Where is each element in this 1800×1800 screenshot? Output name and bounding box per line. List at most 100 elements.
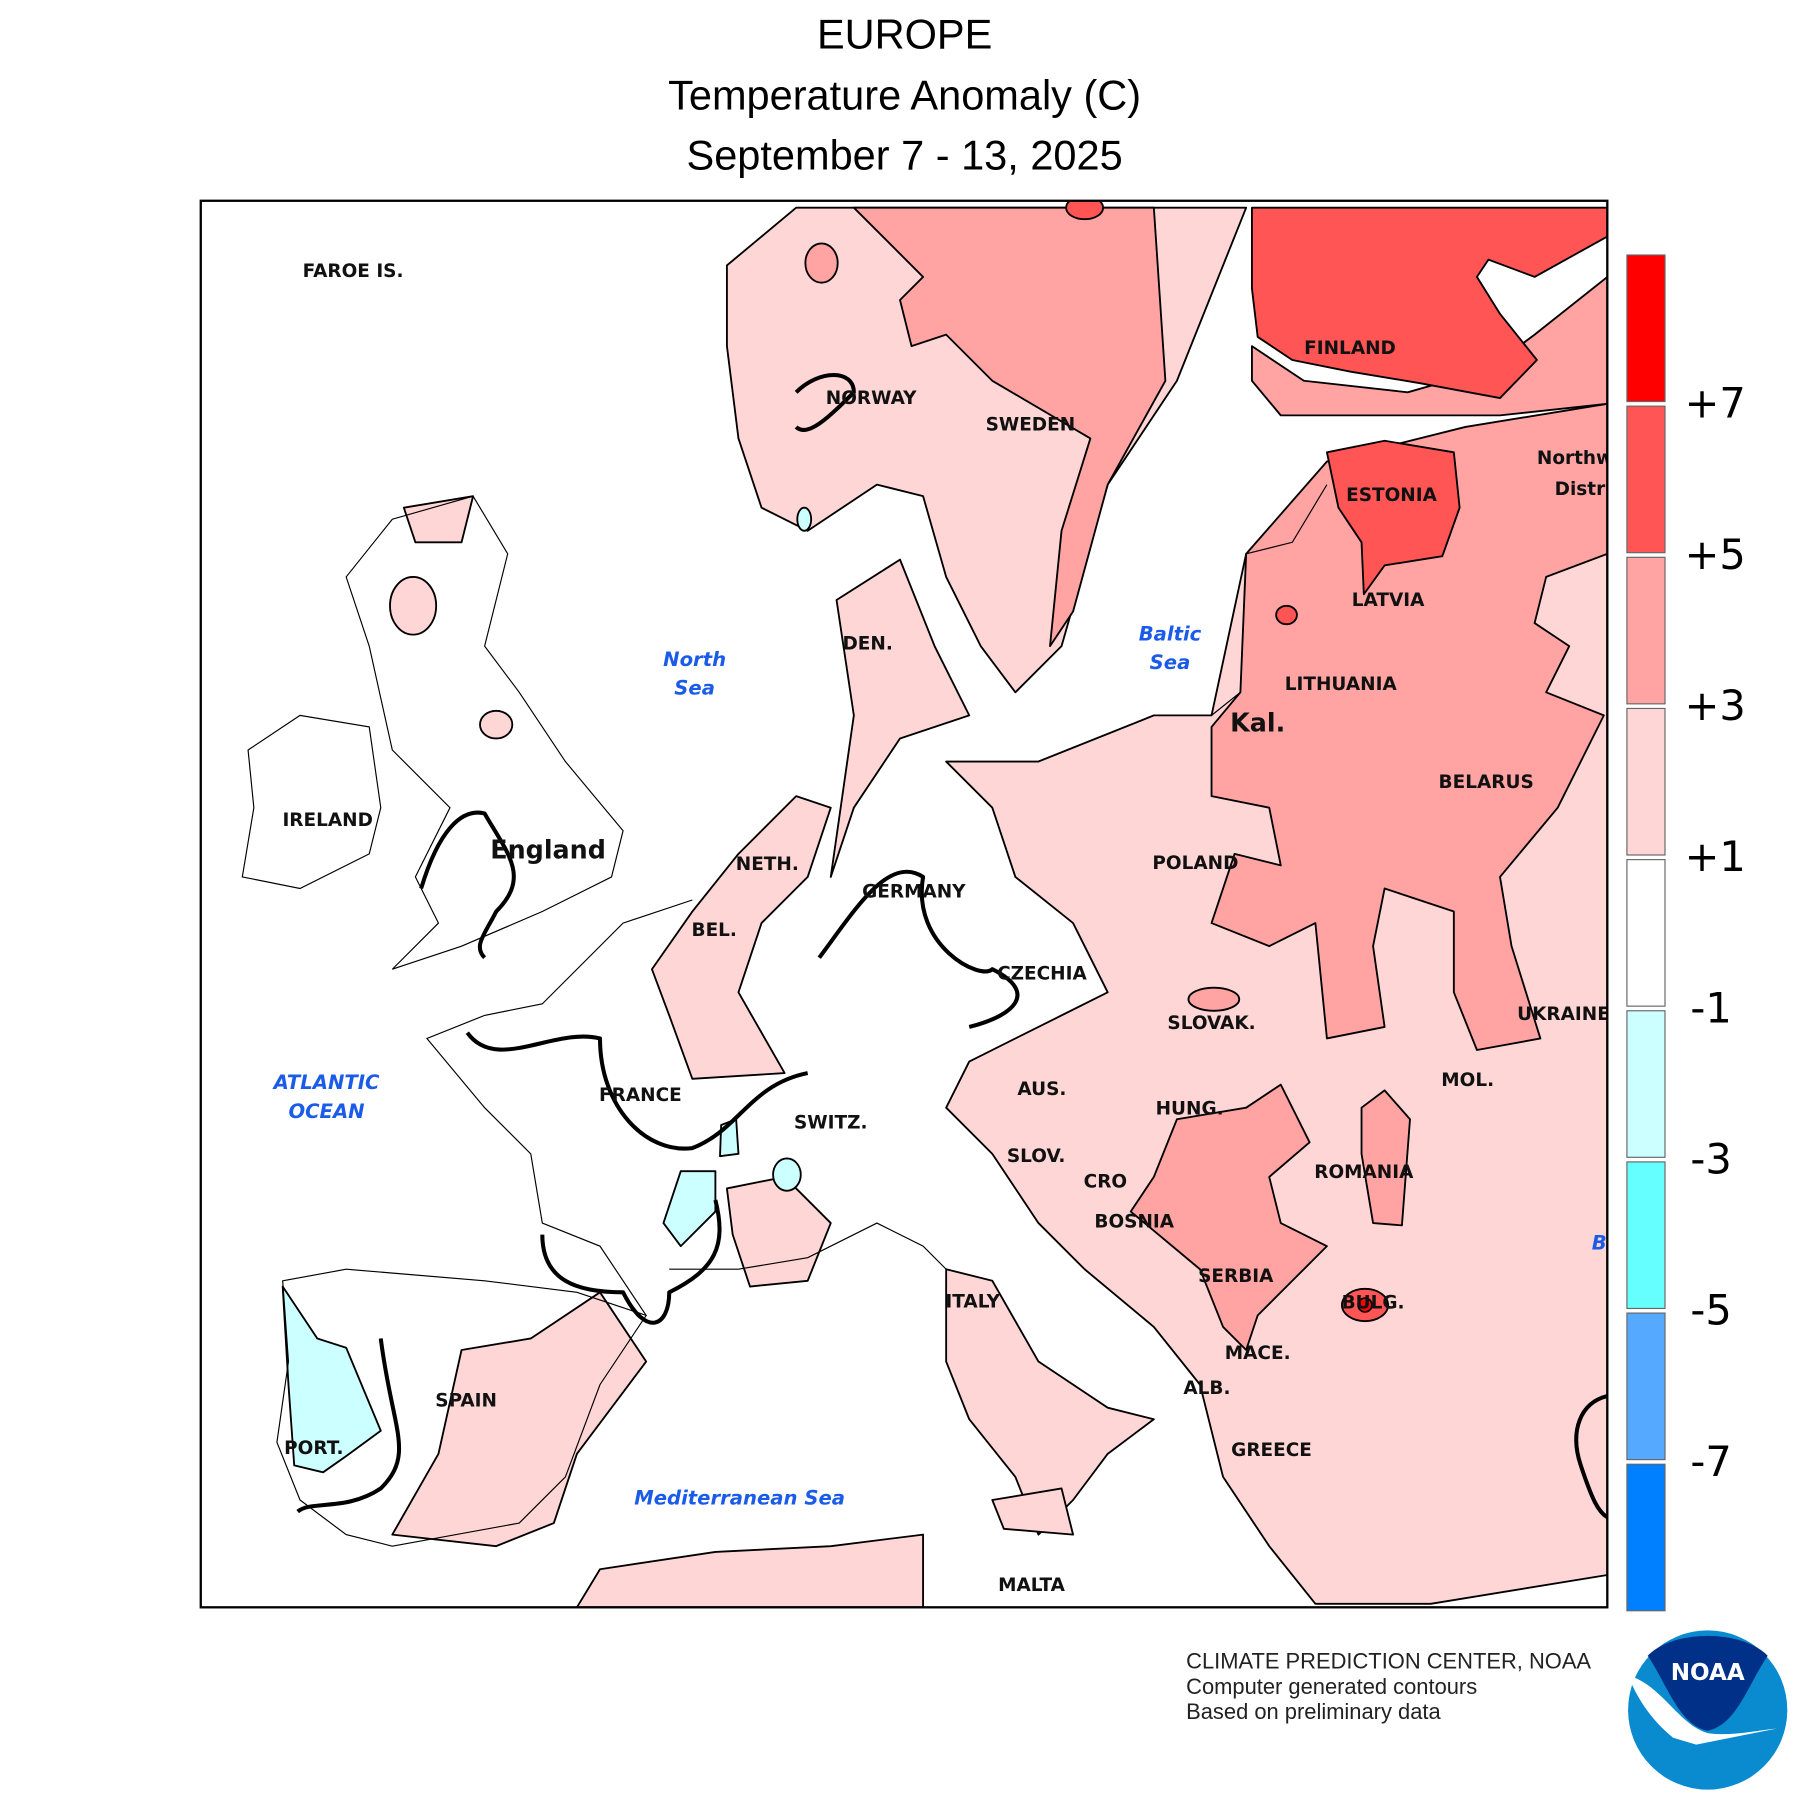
map-subtitle: Temperature Anomaly (C) — [668, 72, 1141, 119]
map-label-bel: BEL. — [692, 920, 737, 941]
slovakia-medium-spot — [1187, 986, 1241, 1012]
map-label-north: North — [663, 648, 726, 671]
adriatic-coast — [991, 1153, 1224, 1478]
finland-north-dark-spot — [1065, 200, 1104, 221]
credit-line-3: Based on preliminary data — [1186, 1699, 1441, 1724]
zero-contours — [296, 372, 1608, 1520]
map-label-hung: HUNG. — [1156, 1099, 1224, 1120]
med-coast — [669, 1222, 947, 1270]
benelux-france-pale-area — [651, 795, 832, 1080]
map-label-cro: CRO — [1084, 1171, 1127, 1192]
legend-tick-label: +7 — [1685, 379, 1746, 428]
noaa-logo-text: NOAA — [1671, 1660, 1745, 1686]
map-label-latvia: LATVIA — [1352, 590, 1425, 611]
map-label-ocean: OCEAN — [289, 1100, 365, 1123]
map-label-slov: SLOV. — [1007, 1146, 1066, 1167]
sicily-pale-area — [991, 1487, 1074, 1536]
map-period: September 7 - 13, 2025 — [687, 132, 1123, 179]
germany-contour — [817, 869, 1020, 1029]
coastlines — [241, 484, 1328, 1547]
north-africa-pale-area — [575, 1533, 924, 1608]
map-label-malta: MALTA — [998, 1575, 1066, 1596]
credit-line-2: Computer generated contours — [1186, 1674, 1477, 1699]
map-label-france: FRANCE — [599, 1085, 682, 1106]
map-labels: FAROE IS. NORWAY SWEDEN FINLAND ESTONIA North… — [272, 261, 1613, 1596]
map-label-switz: SWITZ. — [794, 1112, 868, 1133]
legend-tick-label: -1 — [1690, 983, 1731, 1032]
estonia-dark-area — [1326, 439, 1461, 596]
map-label-mol: MOL. — [1441, 1070, 1494, 1091]
romania-medium-area — [1360, 1089, 1411, 1227]
legend-swatch — [1626, 1312, 1666, 1461]
spain-pale-area — [391, 1291, 648, 1548]
map-label-den: DEN. — [842, 634, 892, 655]
map-label-mace: MACE. — [1225, 1343, 1291, 1364]
map-label-baltic: Baltic — [1139, 622, 1202, 645]
map-label-romania: ROMANIA — [1314, 1162, 1414, 1183]
legend-swatch — [1626, 707, 1666, 856]
legend-swatch — [1626, 1463, 1666, 1612]
denmark-pale-area — [829, 558, 971, 878]
legend-swatch — [1626, 859, 1666, 1007]
map-label-england: England — [490, 834, 606, 864]
map-label-spain: SPAIN — [435, 1391, 497, 1412]
legend-tick-label: -3 — [1690, 1134, 1731, 1183]
england-contour — [419, 810, 516, 960]
legend-tick-label: +1 — [1685, 832, 1746, 881]
black-sea-contour — [1574, 1394, 1608, 1520]
map-label-norway: NORWAY — [826, 388, 917, 409]
legend-tick-label: +3 — [1685, 681, 1746, 730]
italy-pale-area — [945, 1268, 1155, 1536]
legend-tick-label: +5 — [1685, 530, 1746, 579]
map-label-distri: Distri — [1555, 479, 1612, 500]
map-label-sweden: SWEDEN — [986, 414, 1076, 435]
map-label-aus: AUS. — [1017, 1079, 1066, 1100]
map-label-belarus: BELARUS — [1439, 772, 1534, 793]
finland-south-medium-area — [1251, 275, 1608, 417]
england-pale-area — [479, 709, 514, 740]
portugal-cool-area — [281, 1285, 382, 1474]
map-label-slovak: SLOVAK. — [1167, 1013, 1255, 1034]
map-label-kal: Kal. — [1230, 708, 1285, 738]
map-label-neth: NETH. — [736, 854, 799, 875]
map-label-faroe-is: FAROE IS. — [303, 261, 404, 282]
scotland-north-pale-area — [402, 495, 474, 544]
france-south-contour — [540, 1199, 722, 1325]
norway-contour — [794, 372, 856, 432]
france-coast — [425, 899, 693, 1316]
legend-tick-label: -5 — [1690, 1286, 1731, 1335]
map-label-lithuania: LITHUANIA — [1285, 674, 1398, 695]
map-label-alb: ALB. — [1183, 1378, 1230, 1399]
map-label-greece: GREECE — [1231, 1440, 1312, 1461]
anomaly-plus5-plus7-areas — [1065, 200, 1608, 1323]
map-label-northw: Northw — [1537, 448, 1613, 469]
finland-dark-area — [1251, 206, 1608, 399]
map-label-serbia: SERBIA — [1198, 1266, 1274, 1287]
map-label-bosnia: BOSNIA — [1094, 1212, 1174, 1233]
map-label-estonia: ESTONIA — [1346, 485, 1437, 506]
legend-swatch — [1626, 556, 1666, 705]
map-label-sea: Sea — [1150, 651, 1191, 674]
alps-cool-spot — [772, 1157, 802, 1192]
legend-swatch — [1626, 1161, 1666, 1310]
map-label-mediterranean-sea: Mediterranean Sea — [634, 1487, 845, 1510]
baltic-coast — [946, 484, 1328, 763]
map-label-bulg: BULG. — [1342, 1292, 1405, 1313]
iberia-coast — [276, 1268, 648, 1547]
credit-line-1: CLIMATE PREDICTION CENTER, NOAA — [1186, 1648, 1591, 1673]
france-south-cool-area — [662, 1170, 717, 1248]
legend-swatch — [1626, 1010, 1666, 1158]
map-title: EUROPE — [817, 10, 992, 57]
baltic-belarus-medium-area — [1210, 402, 1608, 1051]
map-label-port: PORT. — [284, 1438, 343, 1459]
map-label-ireland: IRELAND — [282, 810, 372, 831]
france-contour — [465, 1031, 809, 1151]
map-label-atlantic: ATLANTIC — [272, 1071, 380, 1094]
latvia-dark-spot — [1275, 604, 1298, 626]
map-label-finland: FINLAND — [1304, 338, 1396, 359]
map-label-b: B — [1592, 1232, 1607, 1255]
anomaly-minus1-minus3-areas — [281, 506, 813, 1474]
map-label-ukraine: UKRAINE — [1517, 1004, 1610, 1025]
map-label-czechia: CZECHIA — [997, 964, 1087, 985]
